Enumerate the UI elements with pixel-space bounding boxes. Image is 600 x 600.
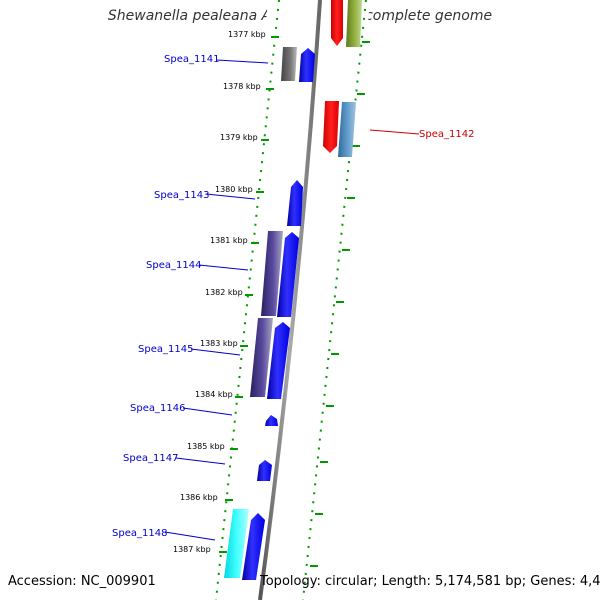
gene-feature-steelblue[interactable]	[338, 102, 356, 157]
gene-label-spea-1145[interactable]: Spea_1145	[138, 344, 193, 355]
leader-line-spea-1146	[182, 407, 233, 416]
gene-feature-blue[interactable]	[267, 322, 290, 399]
leader-line-spea-1141	[216, 59, 269, 64]
leader-line-spea-1147	[175, 457, 226, 465]
kbp-label: 1385 kbp	[187, 442, 225, 451]
kbp-label: 1377 kbp	[228, 30, 266, 39]
gene-label-spea-1147[interactable]: Spea_1147	[123, 453, 178, 464]
gene-label-spea-1141[interactable]: Spea_1141	[164, 54, 219, 65]
kbp-label: 1383 kbp	[200, 339, 238, 348]
gene-label-spea-1142[interactable]: Spea_1142	[419, 129, 474, 140]
gene-label-spea-1148[interactable]: Spea_1148	[112, 528, 167, 539]
genome-info-text: Topology: circular; Length: 5,174,581 bp…	[260, 574, 600, 589]
gene-label-spea-1146[interactable]: Spea_1146	[130, 403, 185, 414]
leader-line-spea-1144	[198, 264, 249, 271]
gene-feature-blue[interactable]	[299, 48, 315, 82]
kbp-label: 1381 kbp	[210, 236, 248, 245]
gene-feature-blue[interactable]	[265, 415, 278, 426]
gene-feature-purple[interactable]	[250, 318, 273, 397]
leader-line-spea-1143	[205, 193, 256, 200]
gene-feature-red[interactable]	[323, 101, 339, 153]
leader-line-spea-1142	[369, 129, 420, 135]
gene-feature-purple[interactable]	[261, 231, 283, 316]
kbp-label: 1387 kbp	[173, 545, 211, 554]
inner-tick-track	[215, 0, 280, 600]
kbp-label: 1378 kbp	[223, 82, 261, 91]
gene-feature-blue[interactable]	[257, 460, 272, 481]
kbp-label: 1382 kbp	[205, 288, 243, 297]
gene-feature-gray[interactable]	[281, 47, 297, 81]
gene-feature-olive-top[interactable]	[346, 0, 362, 47]
kbp-label: 1379 kbp	[220, 133, 258, 142]
gene-feature-cyan[interactable]	[224, 509, 249, 578]
kbp-label: 1386 kbp	[180, 493, 218, 502]
gene-label-spea-1143[interactable]: Spea_1143	[154, 190, 209, 201]
leader-line-spea-1145	[190, 348, 241, 356]
gene-feature-blue[interactable]	[277, 232, 299, 317]
gene-label-spea-1144[interactable]: Spea_1144	[146, 260, 201, 271]
genome-backbone	[258, 0, 322, 600]
gene-feature-blue[interactable]	[287, 180, 303, 226]
kbp-label: 1380 kbp	[215, 185, 253, 194]
leader-line-spea-1148	[164, 531, 216, 541]
gene-feature-blue[interactable]	[242, 513, 265, 580]
outer-tick-track	[302, 0, 367, 600]
accession-text: Accession: NC_009901	[8, 574, 156, 589]
right-major-ticks	[310, 41, 370, 567]
left-major-ticks	[219, 36, 279, 553]
gene-feature-red-top[interactable]	[331, 0, 343, 46]
kbp-label: 1384 kbp	[195, 390, 233, 399]
